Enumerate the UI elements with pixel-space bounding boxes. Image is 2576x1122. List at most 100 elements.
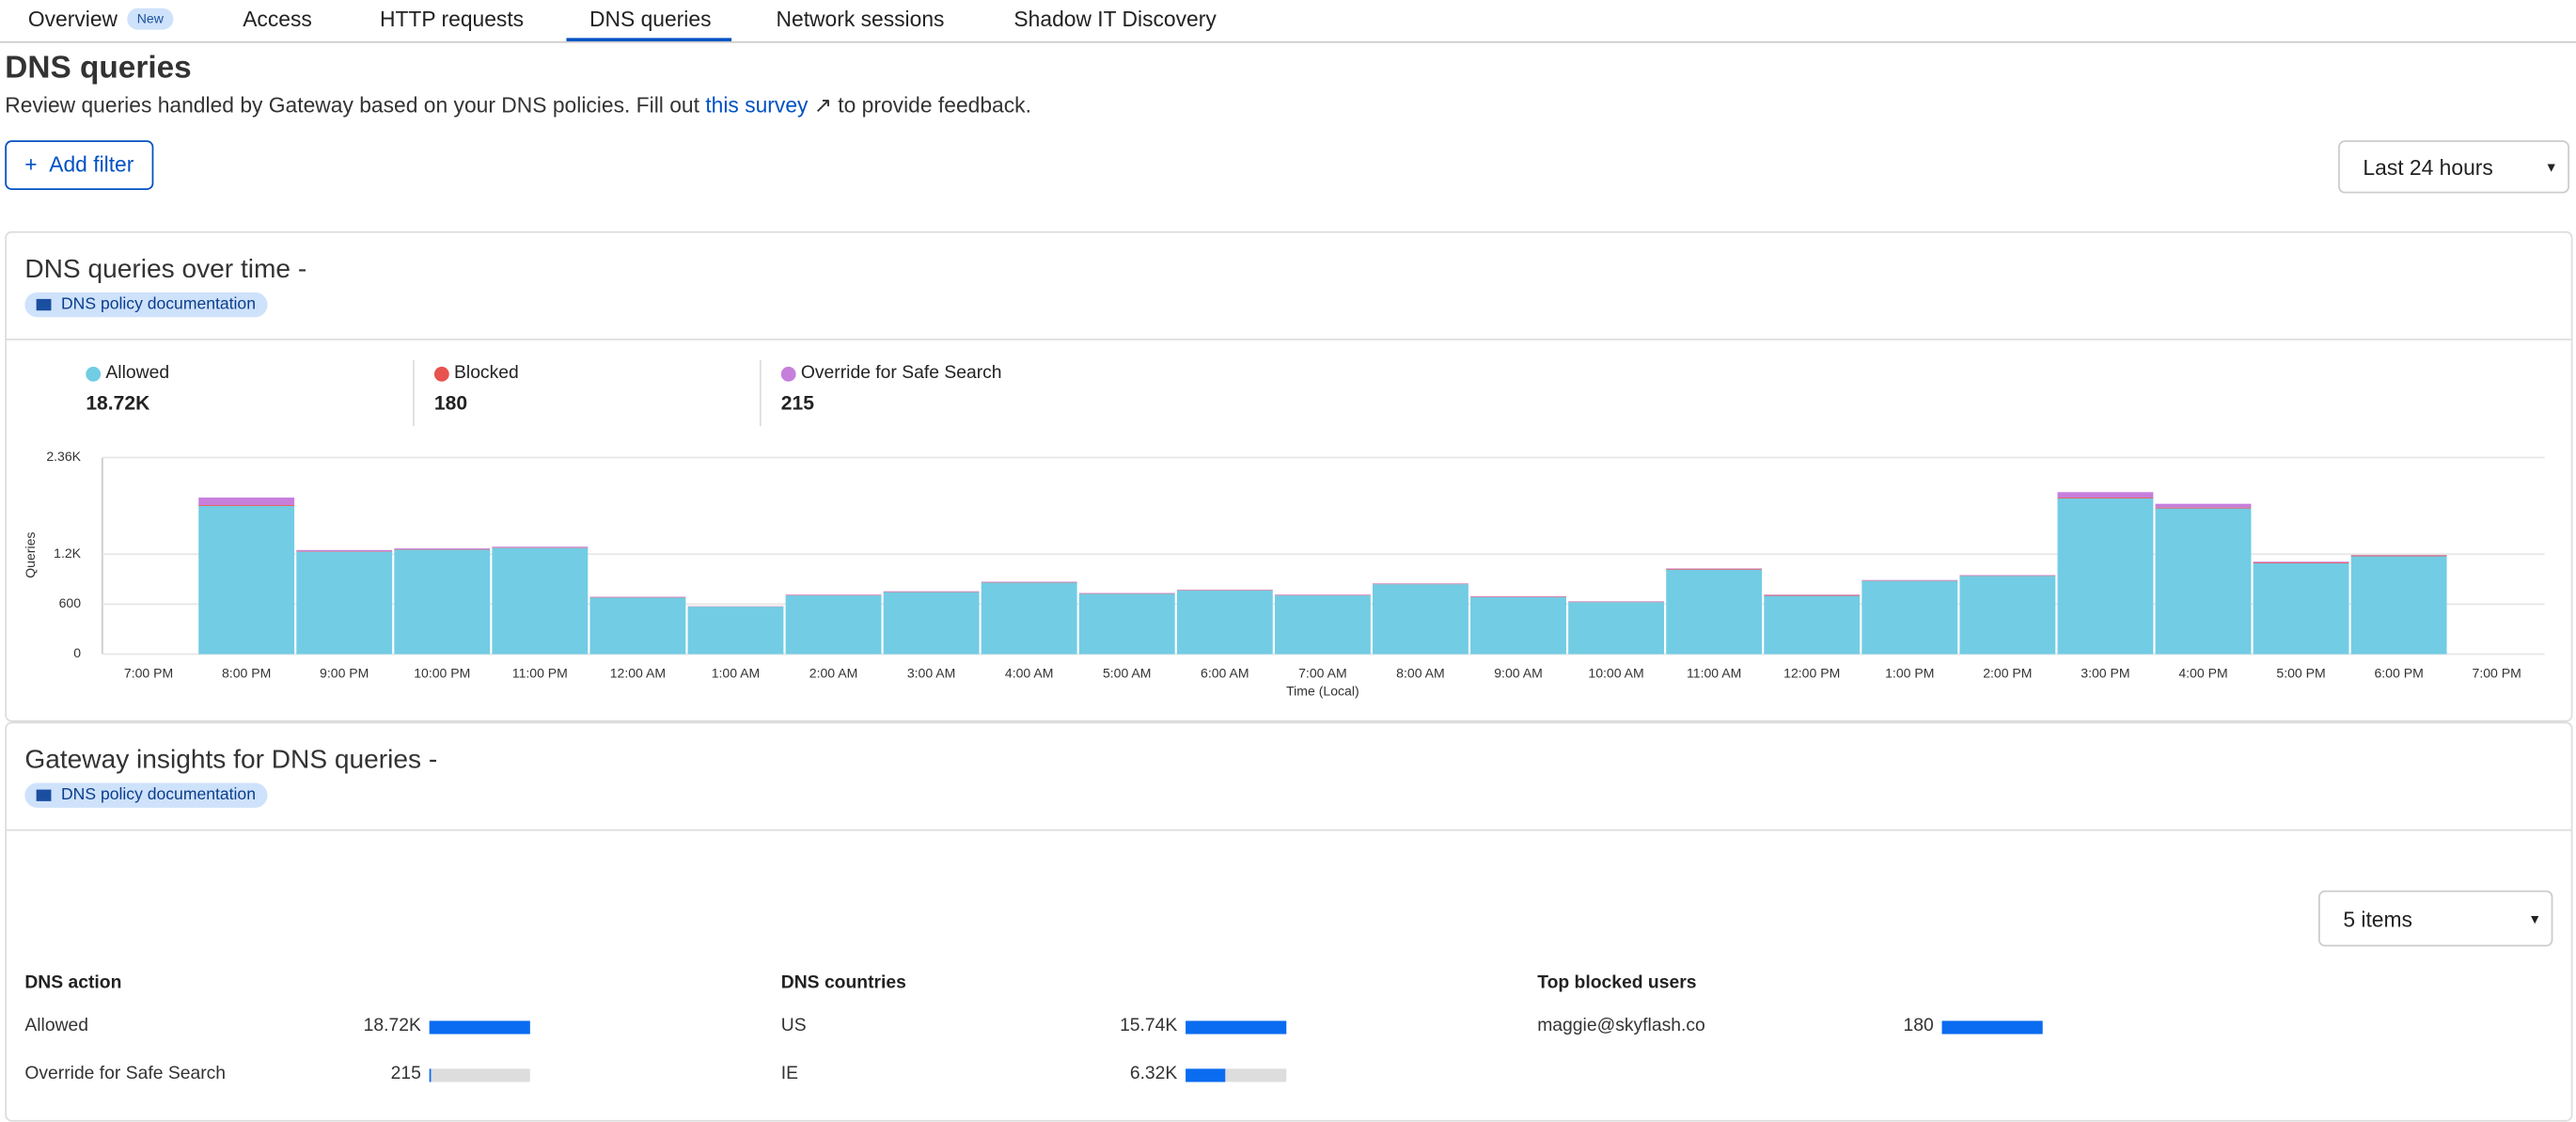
x-tick-label: 5:00 PM: [2276, 665, 2325, 680]
group-title: DNS action: [24, 973, 121, 993]
y-tick-label: 600: [59, 595, 82, 610]
insights-card: [5, 722, 2572, 1122]
x-tick-label: 2:00 PM: [1983, 665, 2032, 680]
bar: [1942, 1020, 2043, 1034]
tab-badge: New: [127, 8, 173, 30]
label: Add filter: [49, 152, 134, 177]
x-axis-label: Time (Local): [1286, 684, 1359, 699]
bar-segment: [296, 552, 392, 655]
survey-link[interactable]: this survey: [705, 92, 808, 117]
bar-segment: [1764, 596, 1860, 655]
bar-segment: [198, 506, 294, 655]
legend-dot: [86, 367, 101, 382]
row-label: maggie@skyflash.co: [1537, 1016, 1705, 1035]
x-tick-label: 8:00 PM: [222, 665, 271, 680]
x-tick-label: 9:00 AM: [1494, 665, 1543, 680]
bar-segment: [884, 593, 980, 655]
label: 5 items: [2343, 907, 2412, 931]
divider: [760, 360, 762, 426]
bar-segment: [2351, 556, 2447, 654]
divider: [5, 339, 2572, 340]
time-range-select[interactable]: Last 24 hours▼: [2338, 140, 2569, 193]
stat-value: 18.72K: [86, 391, 149, 415]
x-tick-label: 11:00 AM: [1687, 665, 1741, 680]
bar-segment: [2351, 556, 2447, 557]
add-filter-button[interactable]: + Add filter: [5, 140, 153, 190]
divider: [5, 830, 2572, 831]
bar: [430, 1068, 432, 1082]
x-tick-label: 1:00 AM: [712, 665, 761, 680]
x-tick-label: 4:00 PM: [2178, 665, 2227, 680]
page-title: DNS queries: [5, 51, 191, 87]
label: Last 24 hours: [2363, 155, 2492, 180]
doc-link[interactable]: DNS policy documentation: [24, 783, 267, 808]
bar-segment: [2156, 508, 2252, 509]
bar-segment: [2254, 562, 2349, 563]
description: Review queries handled by Gateway based …: [5, 92, 1031, 119]
bar-segment: [1275, 595, 1371, 654]
row-value: 18.72K: [289, 1016, 421, 1035]
x-tick-label: 10:00 AM: [1588, 665, 1643, 680]
y-tick-label: 2.36K: [46, 449, 81, 464]
x-tick-label: 3:00 PM: [2081, 665, 2129, 680]
x-tick-label: 1:00 PM: [1885, 665, 1934, 680]
bar: [1186, 1020, 1286, 1034]
x-tick-label: 6:00 AM: [1201, 665, 1249, 680]
x-tick-label: 3:00 AM: [907, 665, 956, 680]
x-tick-label: 12:00 AM: [610, 665, 666, 680]
tab[interactable]: Overview: [28, 7, 118, 31]
bar-segment: [1373, 584, 1469, 654]
x-tick-label: 5:00 AM: [1103, 665, 1152, 680]
title: DNS queries over time: [24, 256, 291, 284]
bar-segment: [492, 548, 588, 655]
row-label: Allowed: [24, 1016, 88, 1035]
tab[interactable]: Network sessions: [777, 7, 945, 31]
stat-value: 215: [781, 391, 814, 415]
page: DNS queries Review queries handled by Ga…: [0, 0, 2576, 1097]
row-label: IE: [781, 1064, 798, 1083]
chart-title: DNS queries over time -: [24, 256, 306, 286]
bar-segment: [1177, 591, 1273, 655]
x-tick-label: 4:00 AM: [1005, 665, 1054, 680]
bar-segment: [198, 498, 294, 505]
bar-segment: [2254, 561, 2349, 562]
tab[interactable]: Access: [243, 7, 312, 31]
tab[interactable]: HTTP requests: [380, 7, 524, 31]
bar-segment: [2156, 509, 2252, 655]
bar-segment: [198, 505, 294, 506]
group-title: DNS countries: [781, 973, 906, 993]
legend-label: Blocked: [454, 363, 519, 383]
bar-track: [430, 1068, 530, 1082]
divider: [413, 360, 415, 426]
legend-label: Override for Safe Search: [801, 363, 1002, 383]
insights-title: Gateway insights for DNS queries -: [24, 747, 437, 777]
bar-segment: [786, 595, 882, 654]
row-value: 6.32K: [1045, 1064, 1178, 1083]
text: to provide feedback.: [838, 92, 1031, 117]
tab[interactable]: Shadow IT Discovery: [1013, 7, 1216, 31]
legend-label: Allowed: [105, 363, 169, 383]
stat-value: 180: [434, 391, 467, 415]
x-tick-label: 6:00 PM: [2374, 665, 2423, 680]
x-tick-label: 7:00 AM: [1298, 665, 1347, 680]
x-tick-label: 10:00 PM: [414, 665, 470, 680]
x-tick-label: 7:00 PM: [2473, 665, 2521, 680]
legend-dot: [434, 367, 449, 382]
bar-segment: [1666, 570, 1762, 655]
bar-segment: [2156, 504, 2252, 508]
items-select[interactable]: 5 items▼: [2318, 891, 2552, 947]
row-value: 180: [1801, 1016, 1934, 1035]
dash: -: [298, 256, 306, 284]
bar-segment: [1861, 581, 1957, 655]
tab[interactable]: DNS queries: [589, 7, 711, 31]
bar-segment: [2254, 563, 2349, 655]
bar-segment: [394, 548, 490, 549]
bar-segment: [589, 597, 685, 654]
row-value: 215: [289, 1064, 421, 1083]
group-title: Top blocked users: [1537, 973, 1696, 993]
y-axis-label: Queries: [23, 532, 38, 578]
bar-segment: [2057, 492, 2153, 498]
doc-link[interactable]: DNS policy documentation: [24, 292, 267, 317]
bar-segment: [1666, 569, 1762, 570]
x-tick-label: 2:00 AM: [809, 665, 858, 680]
